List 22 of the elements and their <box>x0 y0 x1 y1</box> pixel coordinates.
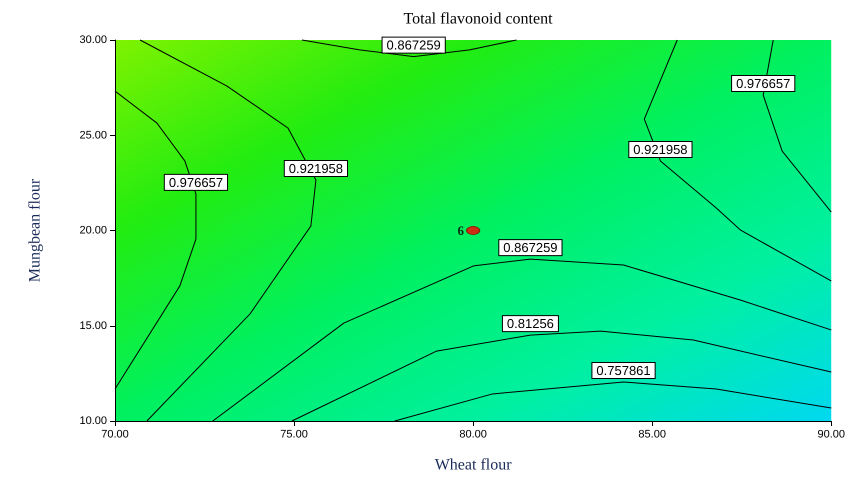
y-tick-label: 15.00 <box>79 320 107 332</box>
y-tick-label: 20.00 <box>79 224 107 236</box>
series-label: 0.757861 <box>596 362 651 378</box>
y-tick-label: 30.00 <box>79 34 107 46</box>
x-tick-label: 90.00 <box>817 428 845 440</box>
chart-title: Total flavonoid content <box>403 10 554 28</box>
series-label: 0.976657 <box>168 174 224 190</box>
y-tick-label: 10.00 <box>79 415 107 427</box>
series-label: 0.867259 <box>386 38 441 53</box>
x-tick-label: 85.00 <box>638 428 666 440</box>
series-label: 0.921958 <box>633 142 688 157</box>
series-label: 0.867259 <box>503 240 558 256</box>
series-label: 0.976657 <box>736 76 790 92</box>
y-tick-label: 25.00 <box>79 129 107 142</box>
x-tick-label: 80.00 <box>459 428 487 440</box>
x-tick-label: 75.00 <box>280 428 308 440</box>
series-label: 6 <box>457 223 464 238</box>
x-tick-label: 70.00 <box>101 428 129 440</box>
x-axis-title: Wheat flour <box>434 456 512 474</box>
series-label: 0.921958 <box>288 161 344 176</box>
series-label: 0.81256 <box>506 316 554 332</box>
y-axis-title: Mungbean flour <box>26 178 44 282</box>
